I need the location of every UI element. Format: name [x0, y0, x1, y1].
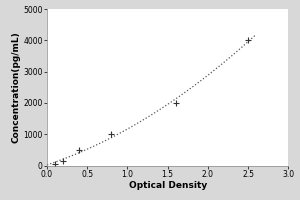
Y-axis label: Concentration(pg/mL): Concentration(pg/mL) [12, 31, 21, 143]
X-axis label: Optical Density: Optical Density [129, 181, 207, 190]
